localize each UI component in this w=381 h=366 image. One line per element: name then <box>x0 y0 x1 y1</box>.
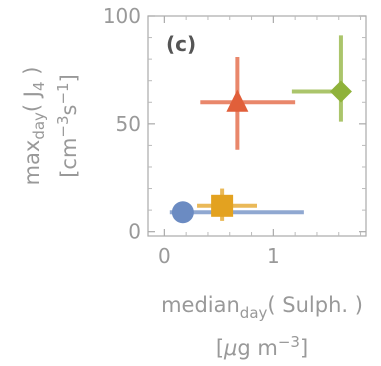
x-axis-label: medianday( Sulph. ) <box>161 293 363 322</box>
data-point <box>171 201 194 224</box>
y-tick-label: 50 <box>116 112 141 136</box>
y-axis-label: maxday( J4 ) <box>20 67 48 186</box>
series-diamond <box>291 35 352 122</box>
series-circle <box>169 201 304 224</box>
svg-text:maxday( J4 ): maxday( J4 ) <box>20 67 48 186</box>
y-axis-unit: [cm−3s−1] <box>54 74 81 178</box>
series-square <box>197 188 257 221</box>
x-tick-label: 1 <box>267 244 280 268</box>
data-point <box>226 89 249 112</box>
plot-frame <box>147 15 367 237</box>
x-tick-label: 0 <box>158 244 171 268</box>
data-point <box>211 194 234 217</box>
plot-border <box>147 15 367 237</box>
data-marks <box>169 35 352 224</box>
panel-label: (c) <box>166 32 196 56</box>
y-tick-label: 0 <box>128 220 141 244</box>
axis-ticks: 0 50 100 0 1 <box>103 4 366 268</box>
y-tick-label: 100 <box>103 4 141 28</box>
x-axis-unit: [μg m−3] <box>216 333 308 360</box>
data-point <box>329 80 352 103</box>
svg-text:[cm−3s−1]: [cm−3s−1] <box>54 74 81 178</box>
series-triangle <box>200 56 296 150</box>
